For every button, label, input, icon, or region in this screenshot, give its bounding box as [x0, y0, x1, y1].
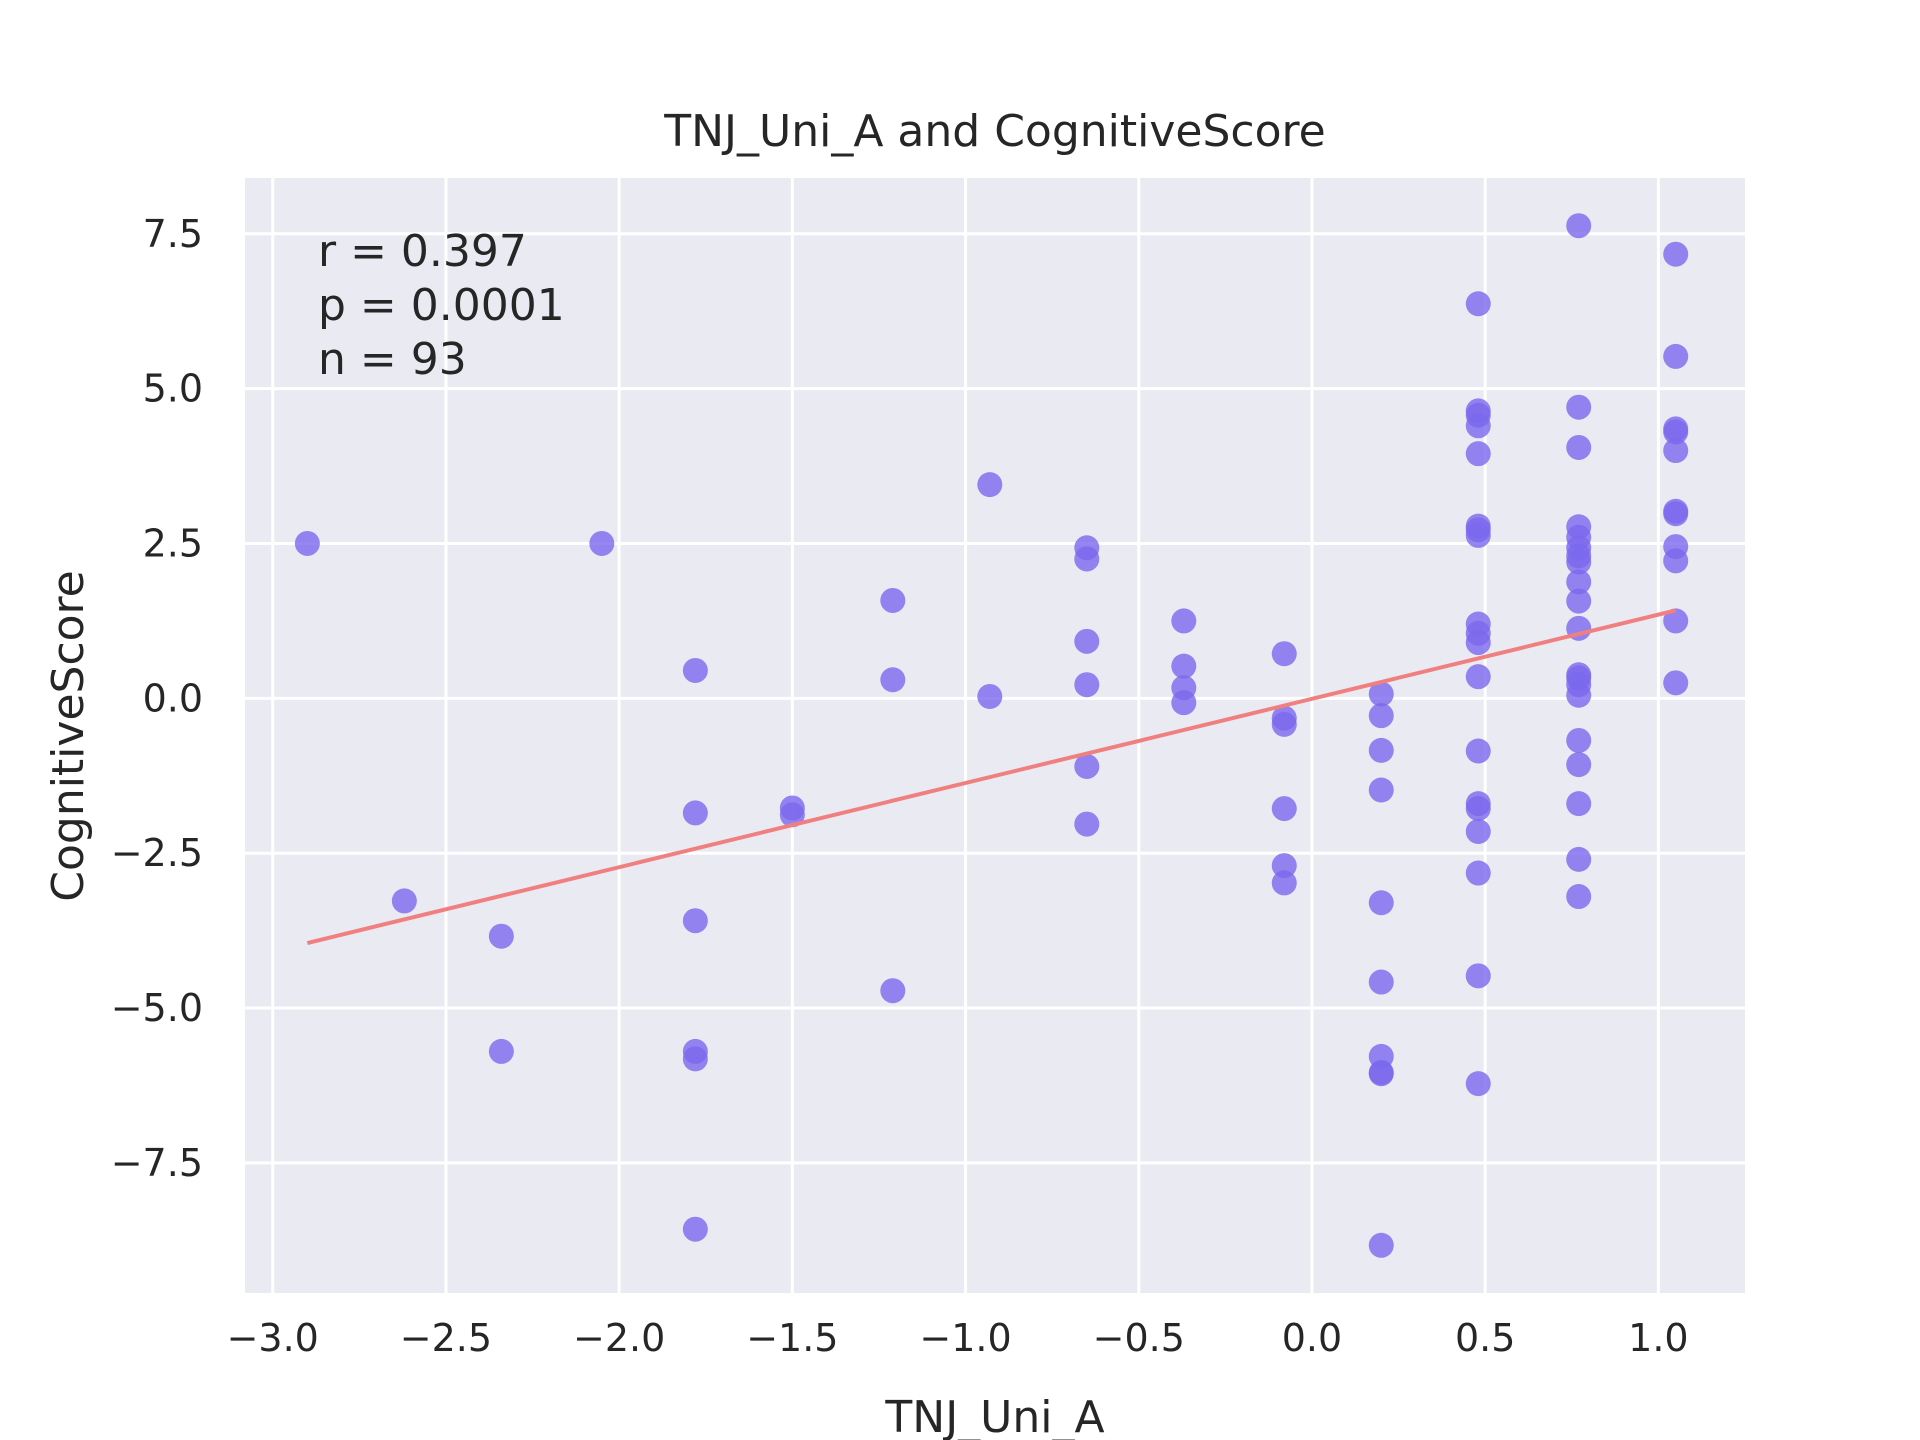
regression-line: [306, 608, 1677, 945]
data-point: [1465, 664, 1491, 690]
data-point: [1566, 727, 1592, 753]
data-point: [682, 800, 708, 826]
data-point: [1368, 969, 1394, 995]
data-point: [1271, 711, 1297, 737]
data-point: [682, 1216, 708, 1242]
x-tick-label: −1.0: [919, 1316, 1011, 1360]
data-point: [1566, 213, 1592, 239]
data-point: [1663, 438, 1689, 464]
stats-annotation: r = 0.397 p = 0.0001 n = 93: [318, 226, 565, 385]
data-point: [391, 888, 417, 914]
data-point: [1368, 681, 1394, 707]
data-point: [1271, 796, 1297, 822]
data-point: [1566, 682, 1592, 708]
data-point: [1465, 819, 1491, 845]
y-tick-label: −5.0: [111, 986, 203, 1030]
data-point: [1663, 501, 1689, 527]
data-point: [1566, 549, 1592, 575]
data-point: [1271, 641, 1297, 667]
data-point: [1074, 628, 1100, 654]
data-point: [1368, 890, 1394, 916]
data-point: [1566, 752, 1592, 778]
data-point: [1663, 241, 1689, 267]
data-point: [880, 587, 906, 613]
data-point: [1465, 860, 1491, 886]
x-tick-label: −3.0: [227, 1316, 319, 1360]
data-point: [1465, 630, 1491, 656]
data-point: [1566, 791, 1592, 817]
chart-title: TNJ_Uni_A and CognitiveScore: [663, 106, 1325, 157]
data-point: [1171, 690, 1197, 716]
stat-r: r = 0.397: [318, 226, 527, 277]
data-point: [1074, 753, 1100, 779]
data-point: [1465, 738, 1491, 764]
data-point: [1171, 608, 1197, 634]
data-point: [1566, 569, 1592, 595]
x-tick-label: 0.0: [1282, 1316, 1342, 1360]
data-point: [1074, 672, 1100, 698]
data-point: [1465, 1071, 1491, 1097]
data-point: [1663, 419, 1689, 445]
data-point: [682, 1046, 708, 1072]
x-tick-label: −0.5: [1093, 1316, 1185, 1360]
data-point: [589, 530, 615, 556]
y-tick-labels: −7.5 −5.0 −2.5 0.0 2.5 5.0 7.5: [111, 212, 203, 1185]
data-point: [880, 978, 906, 1004]
data-point: [779, 802, 805, 828]
data-point: [1465, 796, 1491, 822]
grid: [245, 178, 1745, 1293]
x-axis-label: TNJ_Uni_A: [884, 1392, 1104, 1440]
data-point: [1465, 963, 1491, 989]
data-point: [1566, 588, 1592, 614]
data-point: [1566, 394, 1592, 420]
data-point: [1368, 1061, 1394, 1087]
stat-n: n = 93: [318, 334, 467, 385]
data-point: [1368, 737, 1394, 763]
data-point: [1663, 343, 1689, 369]
data-point: [1368, 777, 1394, 803]
data-point: [1663, 548, 1689, 574]
data-point: [682, 908, 708, 934]
stat-p: p = 0.0001: [318, 280, 565, 331]
data-point: [977, 683, 1003, 709]
data-point: [1465, 441, 1491, 467]
x-tick-label: 1.0: [1628, 1316, 1688, 1360]
y-tick-label: −2.5: [111, 831, 203, 875]
data-point: [1074, 811, 1100, 837]
data-point: [1271, 853, 1297, 879]
y-tick-label: 2.5: [143, 521, 203, 565]
y-tick-label: 0.0: [143, 676, 203, 720]
data-point: [1663, 670, 1689, 696]
data-point: [880, 667, 906, 693]
data-point: [1171, 653, 1197, 679]
data-point: [1368, 703, 1394, 729]
y-tick-label: 7.5: [143, 212, 203, 256]
data-point: [1465, 522, 1491, 548]
x-tick-label: −1.5: [746, 1316, 838, 1360]
x-tick-labels: −3.0 −2.5 −2.0 −1.5 −1.0 −0.5 0.0 0.5 1.0: [227, 1316, 1689, 1360]
y-tick-label: −7.5: [111, 1141, 203, 1185]
data-point: [294, 530, 320, 556]
data-point: [1271, 870, 1297, 896]
x-tick-label: −2.0: [573, 1316, 665, 1360]
data-point: [1074, 546, 1100, 572]
data-point: [1566, 884, 1592, 910]
x-tick-label: −2.5: [400, 1316, 492, 1360]
data-points: [294, 213, 1689, 1258]
data-point: [1465, 291, 1491, 317]
plot-area: [245, 178, 1745, 1293]
data-point: [977, 472, 1003, 498]
data-point: [682, 657, 708, 683]
data-point: [1566, 846, 1592, 872]
x-tick-label: 0.5: [1455, 1316, 1515, 1360]
data-point: [1566, 434, 1592, 460]
y-tick-label: 5.0: [143, 367, 203, 411]
data-point: [1663, 608, 1689, 634]
data-point: [488, 1038, 514, 1064]
y-axis-label: CognitiveScore: [43, 570, 94, 902]
data-point: [1465, 413, 1491, 439]
data-point: [1368, 1232, 1394, 1258]
data-point: [488, 923, 514, 949]
